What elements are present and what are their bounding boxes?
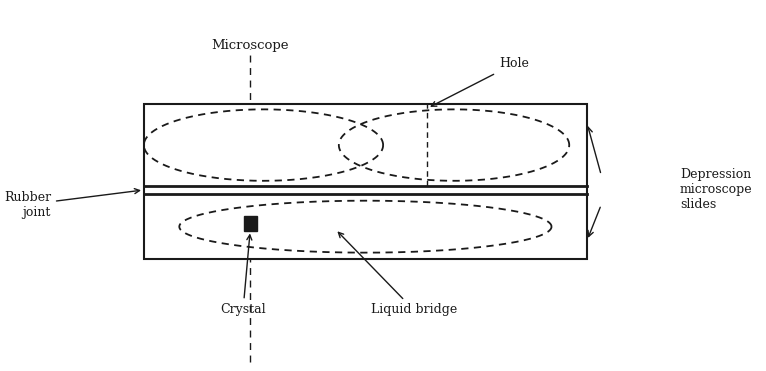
Text: Depression
microscope
slides: Depression microscope slides (680, 168, 752, 211)
Text: Hole: Hole (431, 58, 529, 106)
Text: Rubber
joint: Rubber joint (4, 188, 139, 219)
Text: Crystal: Crystal (221, 235, 266, 316)
Text: Liquid bridge: Liquid bridge (339, 232, 457, 316)
Bar (244, 216, 257, 230)
Text: Microscope: Microscope (211, 39, 289, 52)
Bar (144, 105, 587, 259)
